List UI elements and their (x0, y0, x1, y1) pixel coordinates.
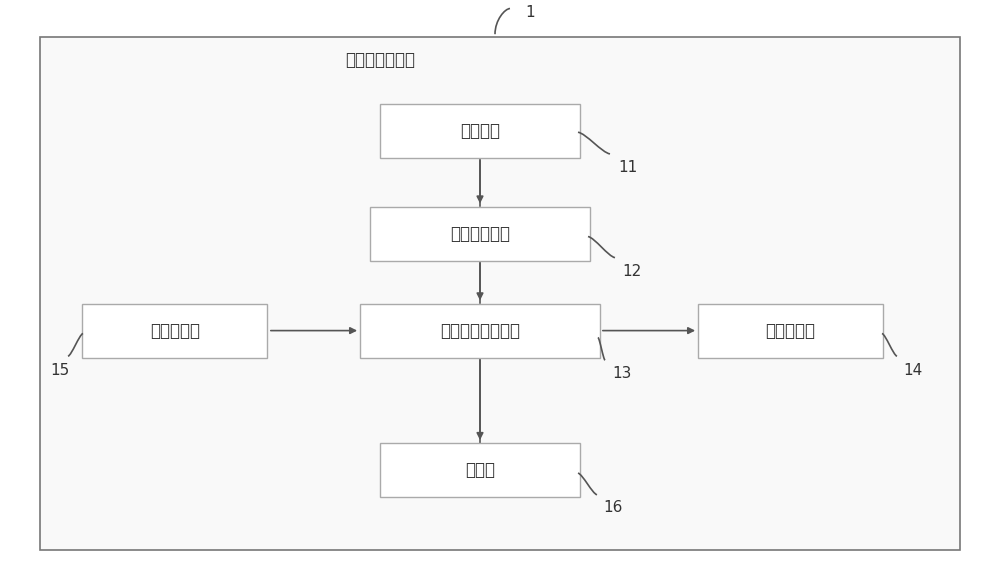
Text: 15: 15 (50, 363, 69, 377)
Text: 轉速傳感器: 轉速傳感器 (150, 321, 200, 340)
Text: 信號獲取單元: 信號獲取單元 (450, 225, 510, 243)
Bar (370, 207, 590, 261)
Text: 11: 11 (618, 160, 637, 174)
Bar (380, 443, 580, 497)
Text: 流量傳感器: 流量傳感器 (765, 321, 815, 340)
Text: 計時器: 計時器 (465, 461, 495, 479)
Bar (82, 303, 267, 358)
Bar (698, 303, 883, 358)
Text: 14: 14 (903, 363, 922, 377)
Text: 面罩呼吸機本體: 面罩呼吸機本體 (345, 51, 415, 69)
Text: 13: 13 (612, 366, 631, 381)
Text: 12: 12 (622, 264, 641, 279)
Bar (360, 303, 600, 358)
Text: 工作電機: 工作電機 (460, 122, 500, 140)
Text: 16: 16 (603, 500, 622, 515)
Text: 1: 1 (525, 5, 535, 20)
Text: 第一無線收發單元: 第一無線收發單元 (440, 321, 520, 340)
Bar (380, 104, 580, 158)
